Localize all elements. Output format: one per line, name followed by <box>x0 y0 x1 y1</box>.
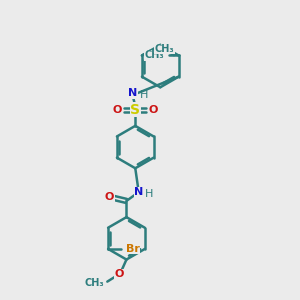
Text: O: O <box>149 105 158 115</box>
Text: H: H <box>145 189 154 199</box>
Text: O: O <box>105 192 114 203</box>
Text: CH₃: CH₃ <box>154 44 174 54</box>
Text: H: H <box>140 90 148 100</box>
Text: S: S <box>130 103 140 117</box>
Text: Br: Br <box>126 244 140 254</box>
Text: N: N <box>128 88 137 98</box>
Text: CH₃: CH₃ <box>144 50 164 61</box>
Text: O: O <box>112 105 122 115</box>
Text: O: O <box>114 269 124 279</box>
Text: CH₃: CH₃ <box>85 278 104 288</box>
Text: N: N <box>134 187 143 197</box>
